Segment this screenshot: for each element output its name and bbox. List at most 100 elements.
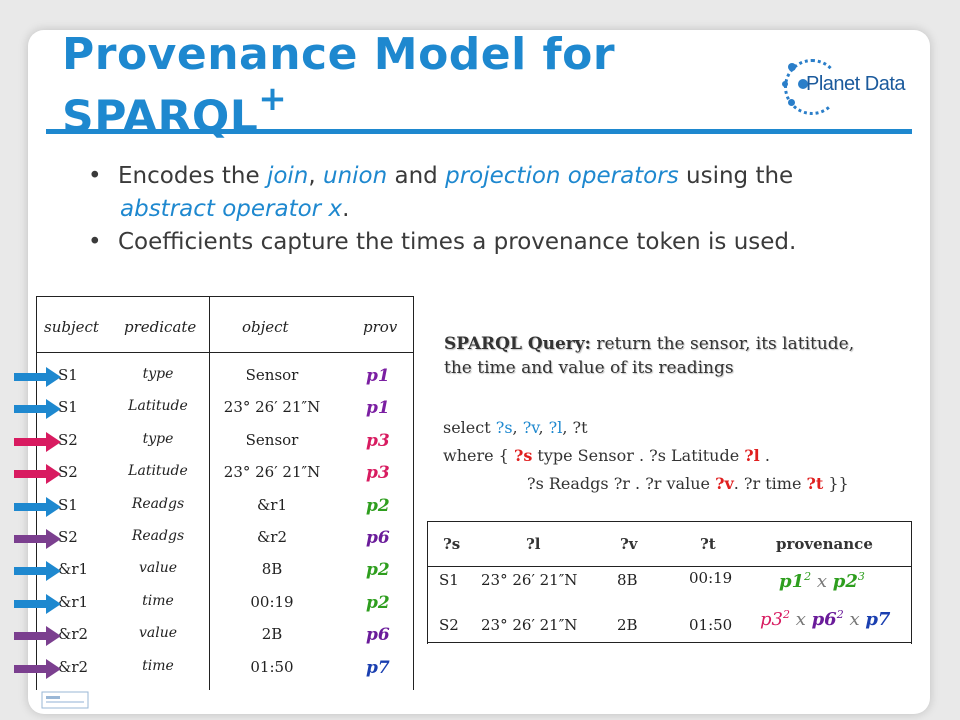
- prov-token: p7: [865, 609, 891, 630]
- triple-row: S2 type Sensor p3: [36, 427, 414, 459]
- triple-prov: p3: [366, 430, 390, 451]
- prov-exponent: 3: [857, 570, 865, 583]
- triple-row: S2 Latitude 23° 26′ 21″N p3: [36, 459, 414, 491]
- triple-object: Sensor: [245, 430, 299, 449]
- triple-subject: &r1: [58, 592, 89, 611]
- triple-prov: p2: [366, 592, 390, 613]
- triple-object: 23° 26′ 21″N: [223, 463, 321, 482]
- triple-subject: &r2: [58, 625, 89, 644]
- var-v-highlight: ?v: [715, 474, 734, 493]
- result-provenance: p32 x p62 x p7: [760, 608, 890, 630]
- triple-prov: p6: [366, 625, 390, 646]
- bullet-item: Encodes the join, union and projection o…: [84, 160, 924, 226]
- table-rule: [36, 296, 414, 297]
- triple-row: &r1 value 8B p2: [36, 556, 414, 588]
- triple-prov: p2: [366, 495, 390, 516]
- header-object: object: [242, 318, 289, 336]
- row-arrow-icon: [14, 561, 61, 582]
- triple-subject: S1: [58, 495, 78, 514]
- query-line-readings: ?s Readgs ?r . ?r value ?v. ?r time ?t }…: [443, 470, 849, 498]
- triple-subject: S1: [58, 398, 78, 417]
- keyword-projection: projection operators: [445, 163, 679, 189]
- keyword-abstract-operator: abstract operator x: [120, 196, 343, 222]
- triple-predicate: Readgs: [131, 495, 185, 512]
- bullet-text: Encodes the: [118, 163, 267, 189]
- table-border: [911, 522, 912, 644]
- table-border: [209, 296, 210, 690]
- triples-table: subject predicate object prov S1 type Sens…: [36, 296, 414, 690]
- triple-subject: &r1: [58, 560, 89, 579]
- triple-row: S1 Readgs &r1 p2: [36, 492, 414, 524]
- page-title: Provenance Model for SPARQL+: [62, 30, 682, 143]
- result-provenance: p12 x p23: [779, 570, 865, 592]
- row-arrow-icon: [14, 496, 61, 517]
- table-border: [413, 296, 414, 690]
- triple-object: 01:50: [250, 657, 294, 676]
- query-text: select: [443, 418, 496, 437]
- triple-row: S2 Readgs &r2 p6: [36, 524, 414, 556]
- result-t: 00:19: [689, 569, 733, 587]
- triple-subject: S1: [58, 366, 78, 384]
- var-t-highlight: ?t: [806, 474, 824, 493]
- row-arrow-icon: [14, 593, 61, 614]
- triple-predicate: value: [138, 560, 178, 577]
- triple-predicate: value: [138, 625, 178, 642]
- var-s-highlight: ?s: [513, 446, 533, 465]
- header-subject: subject: [44, 318, 99, 336]
- triple-prov: p1: [366, 366, 390, 386]
- logo-dot-icon: [798, 79, 808, 89]
- bullet-text: Coefficients capture the times a provena…: [118, 229, 797, 255]
- prov-exponent: 2: [782, 608, 790, 621]
- var-l: ?l: [548, 418, 563, 437]
- operator-x: x: [789, 609, 812, 630]
- triple-predicate: time: [142, 592, 174, 609]
- triple-row: &r1 time 00:19 p2: [36, 589, 414, 621]
- query-text: , ?t: [562, 418, 588, 437]
- triple-row: S1 type Sensor p1: [36, 362, 414, 394]
- query-description-cont: the time and value of its readings: [444, 358, 734, 378]
- prov-token: p1: [779, 571, 805, 592]
- row-arrow-icon: [14, 464, 61, 485]
- results-table: ?s ?l ?v ?t provenance S1 23° 26′ 21″N 8…: [427, 521, 912, 644]
- logo-dot-icon: [782, 81, 788, 87]
- header-s: ?s: [443, 535, 461, 553]
- row-arrow-icon: [14, 367, 61, 387]
- query-text: type Sensor . ?s Latitude: [532, 446, 745, 465]
- triple-prov: p7: [366, 657, 390, 678]
- triple-subject: S2: [58, 463, 78, 482]
- prov-token: p3: [760, 609, 783, 630]
- query-line-select: select ?s, ?v, ?l, ?t: [443, 414, 849, 442]
- triple-object: Sensor: [245, 366, 299, 384]
- result-t: 01:50: [689, 616, 733, 634]
- header-predicate: predicate: [124, 318, 197, 336]
- query-description: return the sensor, its latitude,: [590, 334, 855, 354]
- table-rule: [427, 566, 912, 567]
- triple-subject: S2: [58, 528, 78, 546]
- sparql-query: select ?s, ?v, ?l, ?t where { ?s type Se…: [443, 414, 849, 498]
- title-superscript: +: [258, 79, 288, 119]
- bullet-text: and: [387, 163, 446, 189]
- keyword-join: join: [266, 163, 309, 189]
- logo-orbit-icon: [784, 59, 840, 115]
- title-text: Provenance Model for SPARQL: [62, 29, 616, 143]
- result-s: S2: [439, 616, 459, 634]
- header-prov: prov: [363, 318, 398, 336]
- result-v: 8B: [617, 571, 638, 589]
- row-arrow-icon: [14, 529, 61, 549]
- header-v: ?v: [620, 535, 638, 553]
- result-l: 23° 26′ 21″N: [481, 616, 578, 634]
- query-text: }}: [823, 474, 849, 493]
- bullet-text: using the: [678, 163, 794, 189]
- logo-text: Planet Data: [806, 73, 906, 95]
- triple-row: &r2 time 01:50 p7: [36, 654, 414, 686]
- triple-prov: p6: [366, 528, 390, 548]
- query-text: ?s Readgs ?r . ?r value: [527, 474, 716, 493]
- var-s: ?s: [495, 418, 513, 437]
- query-text: where {: [443, 446, 514, 465]
- prov-exponent: 2: [836, 608, 844, 621]
- query-line-where: where { ?s type Sensor . ?s Latitude ?l …: [443, 442, 849, 470]
- triple-object: &r1: [256, 495, 288, 514]
- table-rule: [36, 352, 414, 353]
- query-text: .: [759, 446, 770, 465]
- query-label: SPARQL Query:: [444, 334, 591, 354]
